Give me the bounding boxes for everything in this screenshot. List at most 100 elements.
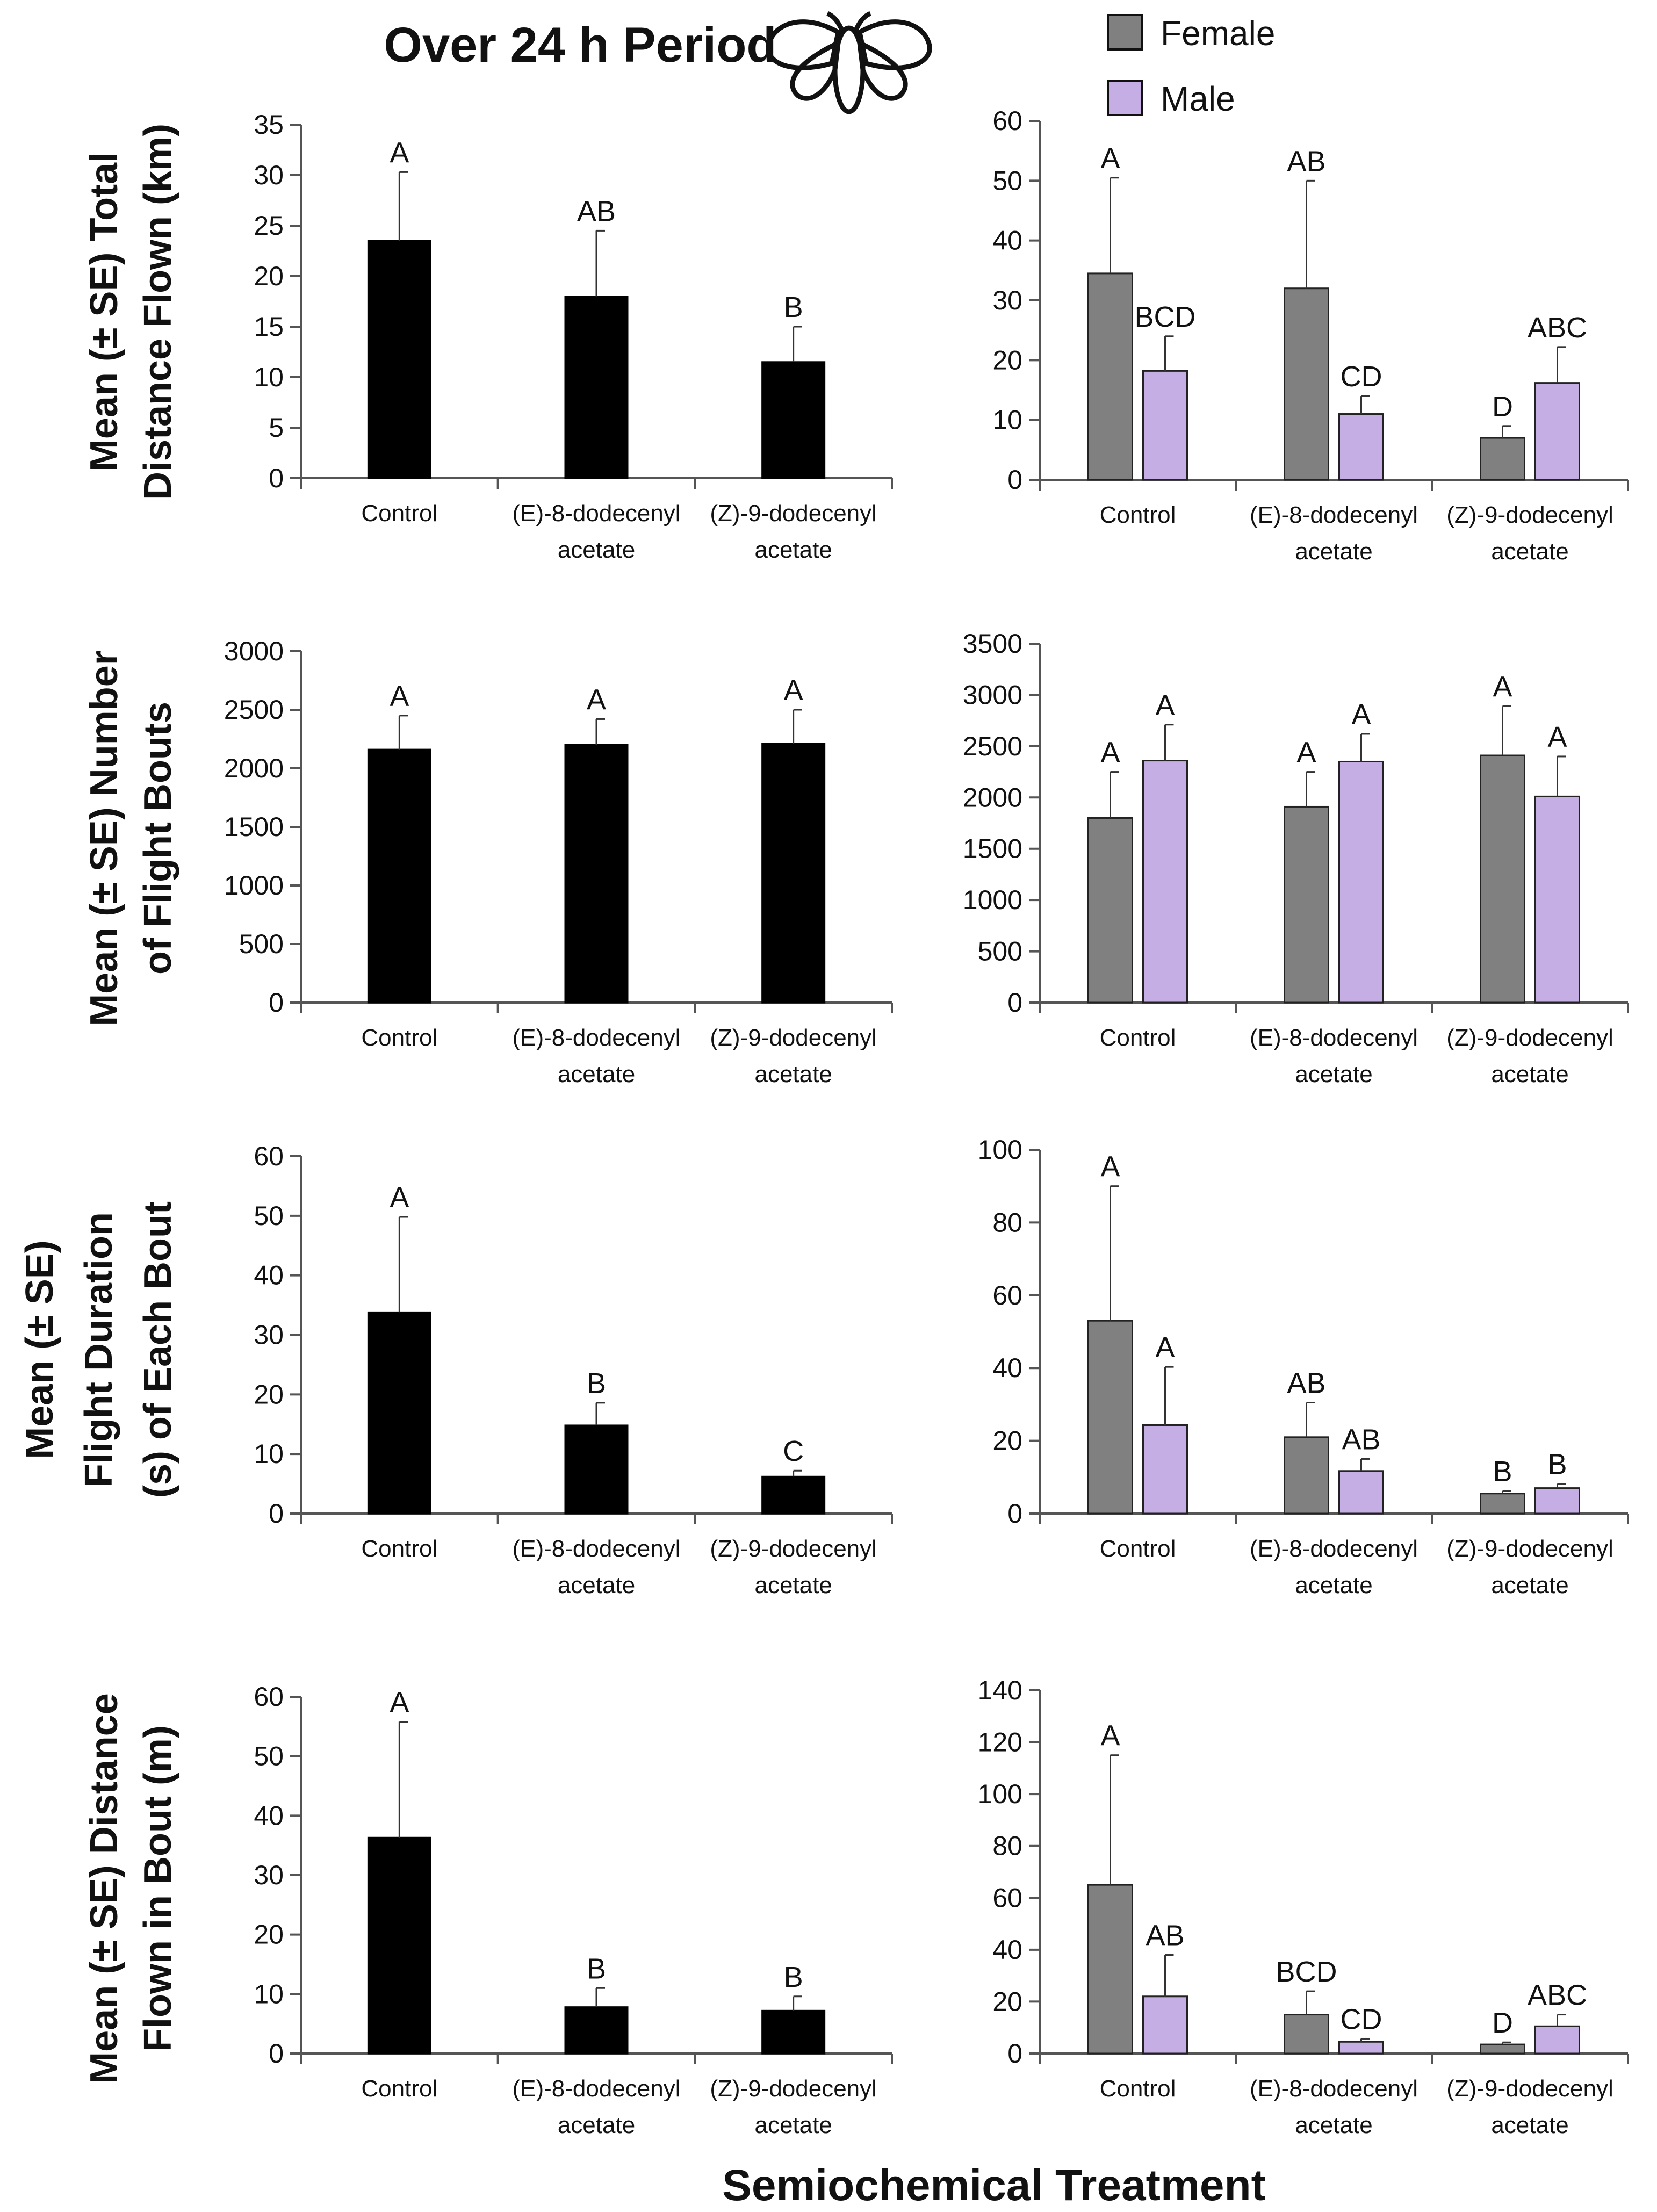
bar-male-2	[1338, 2041, 1384, 2055]
category-label: Control	[1100, 502, 1176, 528]
bar-female-1	[1087, 817, 1133, 1004]
category-label: (Z)-9-dodecenyl	[1446, 2076, 1613, 2102]
bar-male-1	[1142, 370, 1188, 481]
ylabel-line: of Flight Bouts	[136, 702, 179, 975]
y-tick-label: 60	[992, 106, 1022, 136]
legend: Female Male	[1107, 14, 1275, 118]
y-tick-label: 10	[254, 1439, 284, 1469]
y-tick-label: 10	[992, 405, 1022, 435]
significance-letter: B	[784, 1961, 803, 1993]
bar-male-1	[1142, 1995, 1188, 2055]
significance-letter: BCD	[1276, 1956, 1337, 1988]
significance-letter: AB	[1287, 1367, 1325, 1400]
bar-all-1	[367, 748, 431, 1004]
y-tick-label: 120	[978, 1727, 1022, 1757]
significance-letter: CD	[1341, 361, 1382, 393]
y-tick-label: 20	[254, 261, 284, 291]
y-tick-label: 25	[254, 211, 284, 241]
category-label: (Z)-9-dodecenyl	[710, 1025, 877, 1051]
y-tick-label: 100	[978, 1779, 1022, 1809]
category-label: (Z)-9-dodecenyl	[1446, 502, 1613, 528]
y-tick-label: 35	[254, 110, 284, 140]
significance-letter: CD	[1341, 2003, 1382, 2035]
category-label: acetate	[558, 2112, 635, 2138]
category-label: acetate	[558, 1572, 635, 1598]
significance-letter: A	[1100, 142, 1120, 175]
significance-letter: AB	[1287, 145, 1325, 177]
ylabel-line: Mean (± SE) Total	[83, 152, 126, 471]
significance-letter: A	[1547, 721, 1567, 753]
y-tick-label: 2500	[963, 731, 1022, 761]
significance-letter: D	[1492, 2007, 1513, 2039]
y-tick-label: 0	[269, 1498, 284, 1529]
y-tick-label: 3000	[224, 636, 284, 666]
y-tick-label: 60	[992, 1883, 1022, 1913]
y-tick-label: 1500	[224, 812, 284, 842]
chart-panel-2: 0 10 20 30 40 50 60 Control (E)-8-dodecenyl aceta…	[992, 106, 1629, 565]
legend-swatch-male	[1107, 80, 1143, 116]
bar-female-2	[1284, 2014, 1329, 2055]
significance-letter: C	[783, 1435, 804, 1467]
category-label: acetate	[1491, 2112, 1568, 2138]
y-tick-label: 20	[992, 1426, 1022, 1456]
bar-male-3	[1534, 795, 1580, 1004]
bar-female-1	[1087, 272, 1133, 481]
significance-letter: A	[1100, 1720, 1120, 1752]
y-tick-label: 60	[254, 1682, 284, 1712]
legend-label-female: Female	[1161, 14, 1275, 53]
y-tick-label: 50	[992, 165, 1022, 196]
chart-panel-4: 0 500 1000 1500 2000 2500 3000 3500 Control (E)-8…	[963, 629, 1629, 1087]
category-label: (Z)-9-dodecenyl	[710, 500, 877, 527]
category-label: Control	[1100, 1025, 1176, 1051]
y-tick-label: 40	[254, 1260, 284, 1291]
y-tick-label: 40	[254, 1800, 284, 1831]
y-tick-label: 30	[254, 1860, 284, 1890]
y-tick-label: 0	[269, 2038, 284, 2069]
bar-all-1	[367, 1836, 431, 2055]
significance-letter: A	[784, 674, 803, 707]
y-tick-label: 0	[1007, 465, 1022, 495]
y-tick-label: 2000	[963, 782, 1022, 812]
y-tick-label: 40	[992, 1935, 1022, 1965]
ylabel-line: Flight Duration	[77, 1212, 120, 1487]
bar-male-3	[1534, 382, 1580, 481]
bar-all-3	[761, 2009, 826, 2055]
y-tick-label: 40	[992, 226, 1022, 256]
bar-all-1	[367, 240, 431, 479]
legend-label-male: Male	[1161, 80, 1235, 118]
y-tick-label: 1500	[963, 834, 1022, 864]
y-tick-label: 80	[992, 1831, 1022, 1861]
chart-panels: 0 5 10 15 20 25 30 35 Control (E)-8-dodecenyl acet…	[224, 106, 1629, 2138]
y-tick-label: 30	[254, 160, 284, 190]
ylabel-line: Mean (± SE) Distance	[83, 1693, 126, 2084]
category-label: (E)-8-dodecenyl	[512, 1025, 680, 1051]
category-label: acetate	[1491, 1061, 1568, 1087]
y-tick-label: 80	[992, 1207, 1022, 1237]
chart-panel-1: 0 5 10 15 20 25 30 35 Control (E)-8-dodecenyl acet…	[254, 110, 893, 563]
category-label: (Z)-9-dodecenyl	[710, 2076, 877, 2102]
category-label: (E)-8-dodecenyl	[1250, 502, 1418, 528]
y-tick-label: 10	[254, 362, 284, 392]
bar-female-2	[1284, 805, 1329, 1004]
bar-female-2	[1284, 1436, 1329, 1515]
category-label: (E)-8-dodecenyl	[1250, 1536, 1418, 1562]
row-ylabel-2: Mean (± SE) Number of Flight Bouts	[83, 650, 179, 1026]
category-label: (Z)-9-dodecenyl	[1446, 1536, 1613, 1562]
category-label: acetate	[754, 2112, 832, 2138]
ylabel-line: Flown in Bout (m)	[136, 1725, 179, 2052]
significance-letter: AB	[1342, 1423, 1380, 1456]
bar-all-3	[761, 361, 826, 479]
chart-panel-6: 0 20 40 60 80 100 Control (E)-8-dodecenyl acetat…	[978, 1135, 1629, 1598]
category-label: (E)-8-dodecenyl	[1250, 2076, 1418, 2102]
y-tick-label: 0	[269, 463, 284, 493]
chart-panel-5: 0 10 20 30 40 50 60 Control (E)-8-dodecenyl aceta…	[254, 1141, 893, 1598]
ylabel-line: Distance Flown (km)	[136, 124, 179, 500]
category-label: Control	[361, 1025, 437, 1051]
bar-all-3	[761, 1475, 826, 1515]
category-label: Control	[1100, 2076, 1176, 2102]
y-tick-label: 100	[978, 1135, 1022, 1165]
category-label: (E)-8-dodecenyl	[512, 1536, 680, 1562]
significance-letter: A	[1493, 671, 1512, 703]
bar-male-1	[1142, 760, 1188, 1004]
category-label: acetate	[754, 537, 832, 563]
